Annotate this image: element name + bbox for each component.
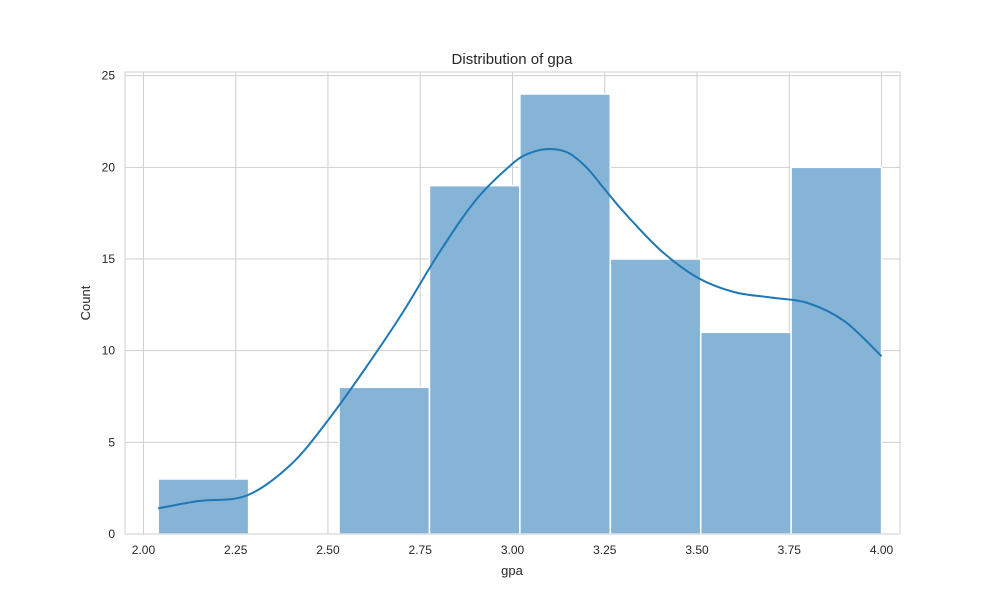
x-tick-label: 4.00 xyxy=(870,543,894,557)
x-tick-label: 3.00 xyxy=(501,543,525,557)
x-tick-label: 2.50 xyxy=(316,543,340,557)
y-tick-label: 15 xyxy=(102,252,116,266)
histogram-bar xyxy=(609,258,702,535)
y-tick-label: 0 xyxy=(108,527,115,541)
x-tick-label: 3.25 xyxy=(593,543,617,557)
x-tick-label: 2.75 xyxy=(409,543,433,557)
kde-curve xyxy=(158,147,883,510)
chart-title: Distribution of gpa xyxy=(452,51,574,68)
x-tick-label: 3.50 xyxy=(685,543,709,557)
histogram-bar xyxy=(699,331,792,535)
x-tick-label: 2.00 xyxy=(132,543,156,557)
kde-curve-layer xyxy=(158,147,883,510)
x-axis-label: gpa xyxy=(501,563,523,578)
y-axis-label: Count xyxy=(78,285,93,320)
histogram-bars xyxy=(157,93,883,535)
y-tick-label: 5 xyxy=(108,435,115,449)
x-tick-labels: 2.00 2.25 2.50 2.75 3.00 3.25 3.50 3.75 4.00 xyxy=(132,543,894,557)
y-tick-label: 10 xyxy=(102,344,116,358)
histogram-bar xyxy=(519,93,612,535)
histogram-bar xyxy=(428,184,521,535)
x-tick-label: 3.75 xyxy=(778,543,802,557)
histogram-bar xyxy=(157,478,250,535)
x-tick-label: 2.25 xyxy=(224,543,248,557)
y-tick-label: 20 xyxy=(102,160,116,174)
plot-frame xyxy=(124,71,901,535)
y-tick-labels: 0 5 10 15 20 25 xyxy=(102,69,116,541)
histogram-bar xyxy=(338,386,431,535)
histogram-bar xyxy=(790,166,883,535)
y-tick-label: 25 xyxy=(102,69,116,83)
